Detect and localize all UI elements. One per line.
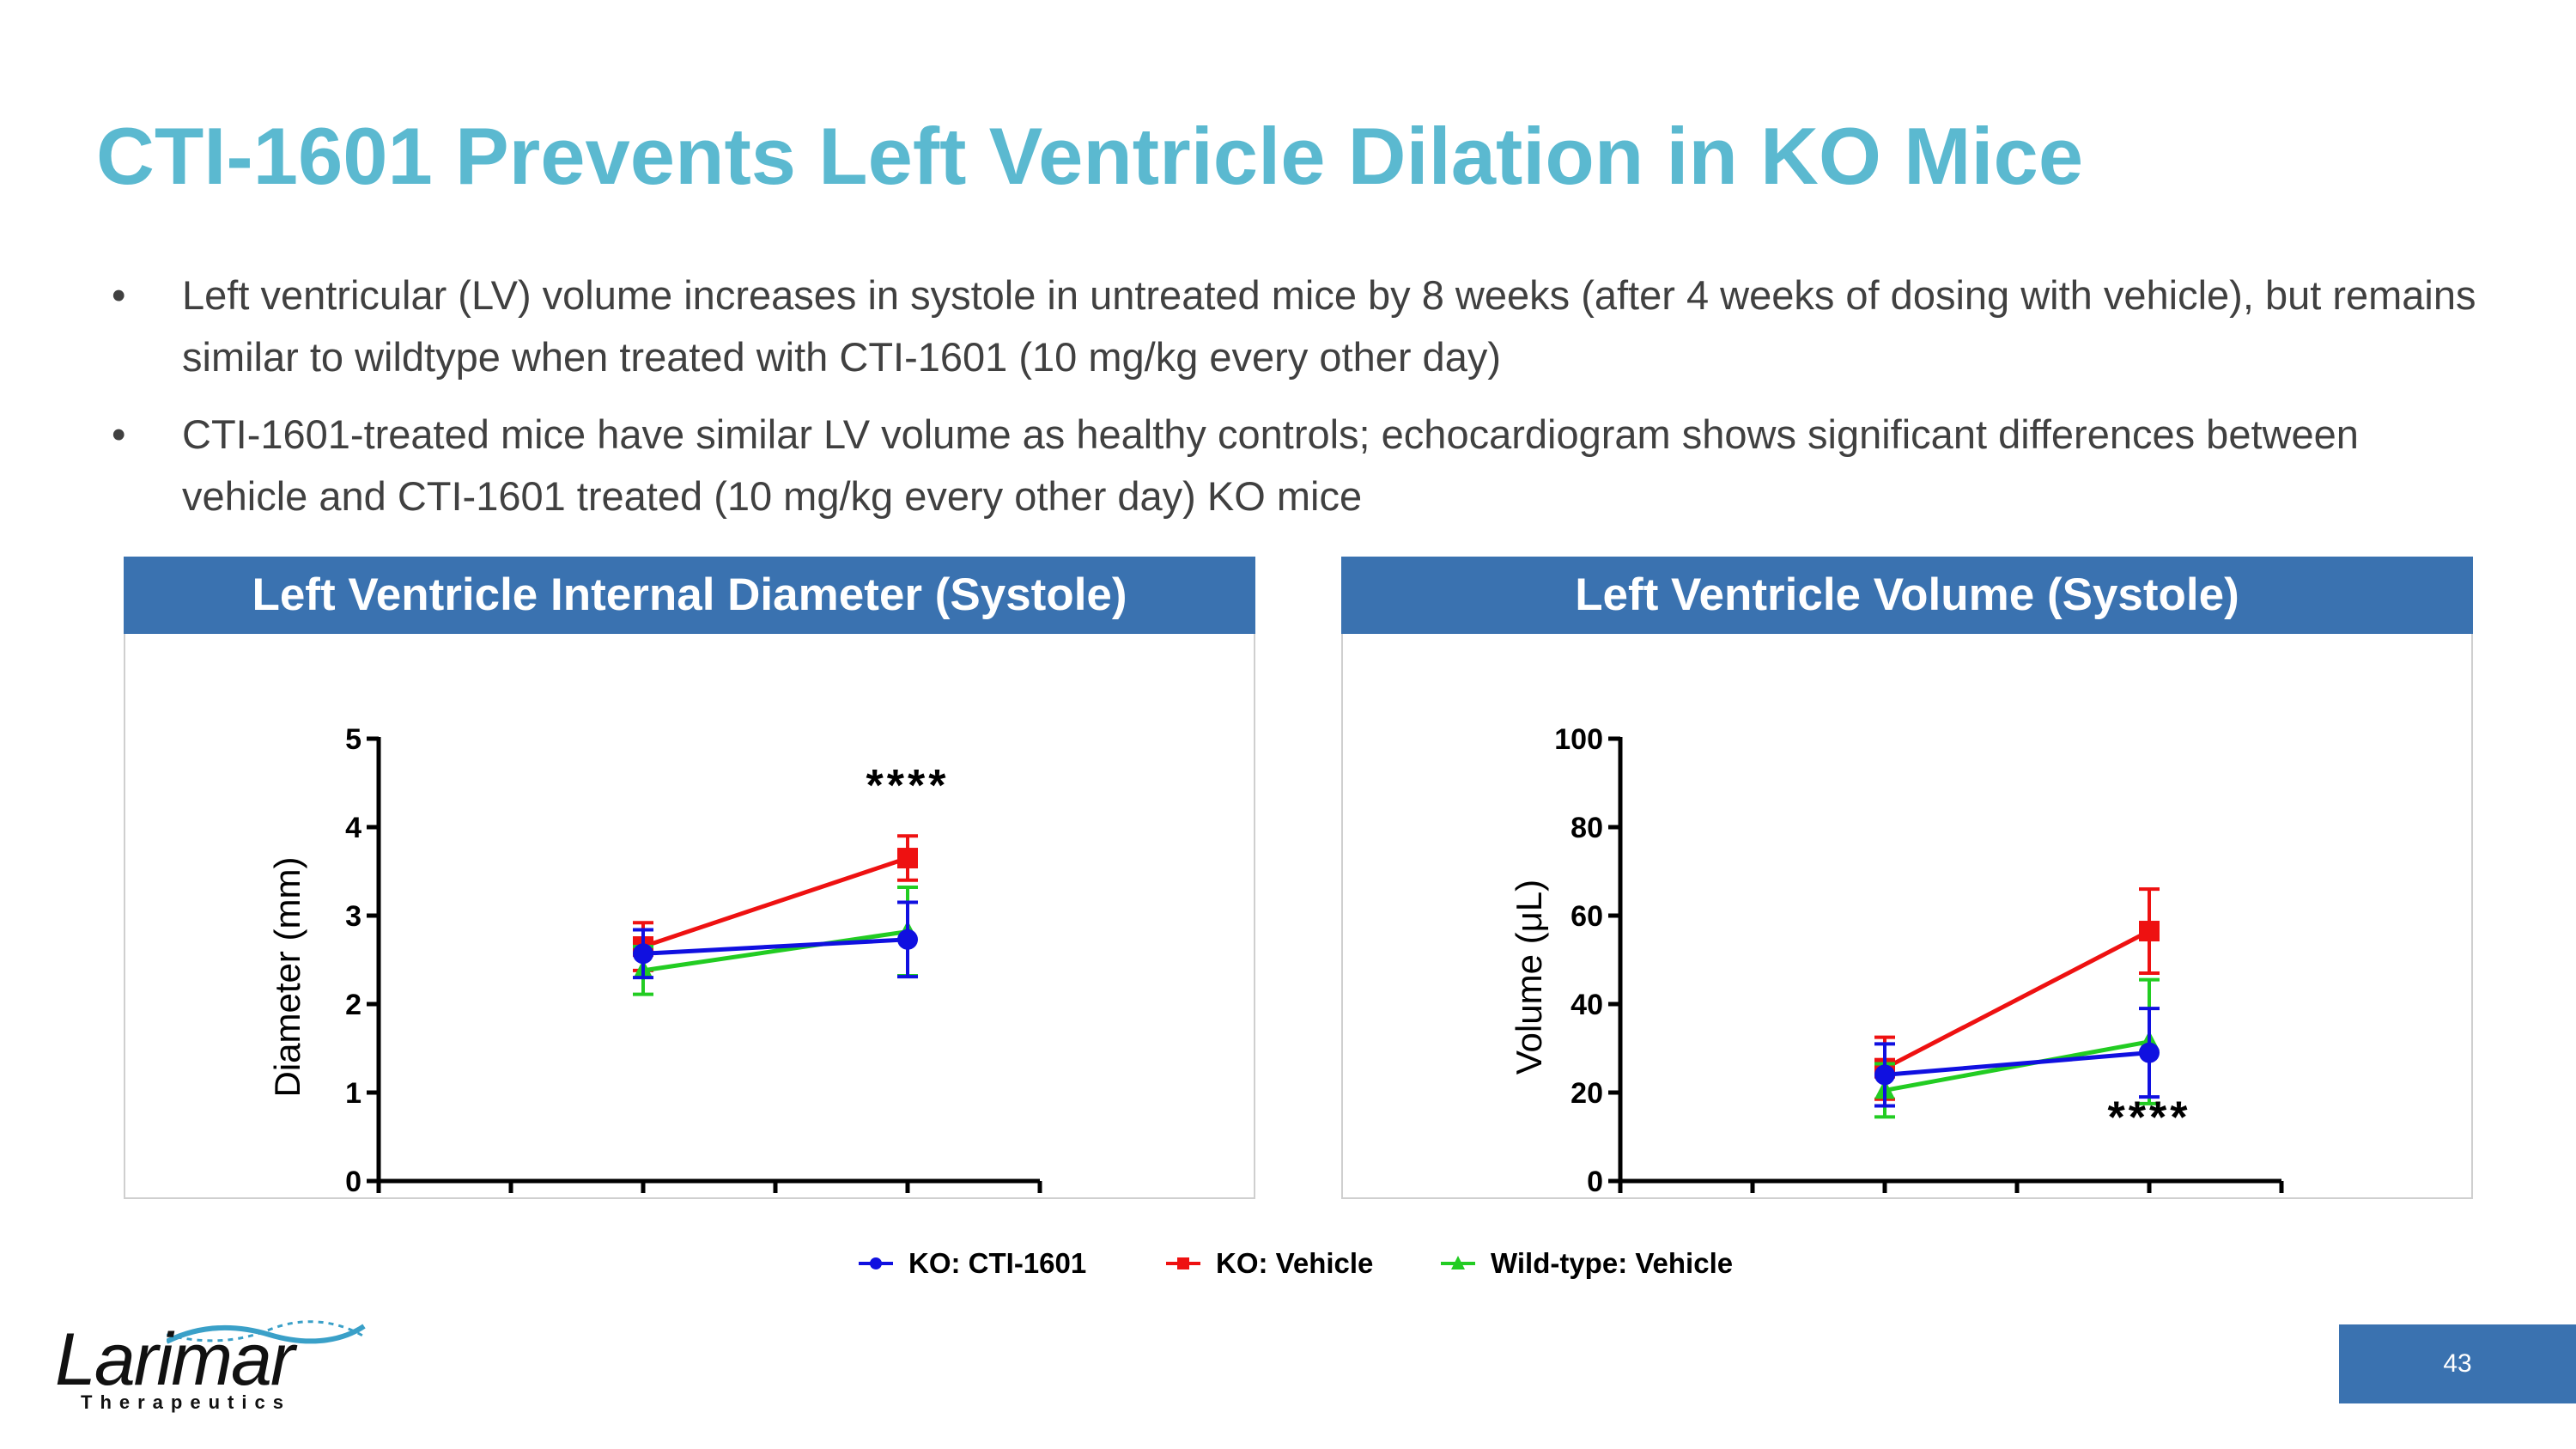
x-tick-label: 4 [635,1200,652,1201]
x-tick-label: 0 [371,1200,387,1201]
x-tick-label: 10 [2265,1200,2298,1201]
circle-marker-icon [859,1257,893,1269]
x-tick-label: 2 [1745,1200,1761,1201]
data-point-circle [2139,1042,2160,1063]
y-axis-label: Volume (μL) [1509,880,1549,1075]
chart-panel-volume: Left Ventricle Volume (Systole) 02468100… [1341,557,2473,1209]
x-tick-label: 10 [1024,1200,1056,1201]
volume-chart: 0246810020406080100Age in WeeksVolume (μ… [1509,723,2298,1201]
logo-subtitle: Therapeutics [81,1391,291,1413]
bullet-item: • CTI-1601-treated mice have similar LV … [103,404,2490,527]
slide-title: CTI-1601 Prevents Left Ventricle Dilatio… [96,111,2084,201]
diameter-chart: 0246810012345Age in WeeksDiameter (mm)**… [267,723,1056,1201]
y-tick-label: 0 [1587,1166,1603,1198]
x-tick-label: 2 [503,1200,519,1201]
square-marker-icon [1166,1257,1200,1269]
triangle-marker-icon [1441,1256,1475,1269]
bullet-item: • Left ventricular (LV) volume increases… [103,265,2490,388]
x-tick-label: 0 [1613,1200,1629,1201]
legend-item-ko-vehicle: KO: Vehicle [1166,1247,1373,1280]
chart-title: Left Ventricle Volume (Systole) [1341,557,2473,634]
bullet-text: CTI-1601-treated mice have similar LV vo… [182,411,2359,519]
y-tick-label: 100 [1554,723,1603,756]
significance-annotation: **** [2108,1093,2191,1142]
legend-label: Wild-type: Vehicle [1491,1247,1734,1279]
x-tick-label: 4 [1877,1200,1893,1201]
page-number: 43 [2339,1324,2576,1403]
chart-frame [124,634,1255,1199]
x-tick-label: 6 [2009,1200,2026,1201]
y-tick-label: 40 [1571,989,1603,1021]
logo-wordmark: Larimar [55,1318,295,1401]
x-tick-label: 8 [2142,1200,2158,1201]
y-axis-label: Diameter (mm) [267,857,307,1098]
legend-item-ko-cti: KO: CTI-1601 [859,1247,1086,1280]
series-line [642,855,908,949]
chart-title: Left Ventricle Internal Diameter (Systol… [124,557,1255,634]
series-line [1883,928,2151,1070]
y-tick-label: 80 [1571,812,1603,844]
significance-annotation: **** [866,761,950,811]
data-point-circle [633,943,653,965]
data-point-square [897,848,918,869]
series-line [1884,1050,2150,1077]
y-tick-label: 0 [345,1166,361,1198]
legend-label: KO: Vehicle [1216,1247,1374,1279]
series-line [1884,1039,2150,1093]
data-point-circle [897,928,918,950]
chart-panel-diameter: Left Ventricle Internal Diameter (Systol… [124,557,1255,1209]
logo-helix-icon [167,1320,366,1344]
x-tick-label: 6 [768,1200,784,1201]
bullet-list: • Left ventricular (LV) volume increases… [103,265,2490,543]
legend-label: KO: CTI-1601 [908,1247,1087,1279]
y-tick-label: 1 [345,1077,361,1110]
legend-item-wildtype: Wild-type: Vehicle [1441,1247,1733,1280]
data-point-circle [1874,1064,1895,1086]
y-tick-label: 3 [345,900,361,933]
y-tick-label: 4 [345,812,361,844]
y-tick-label: 5 [345,723,361,756]
x-tick-label: 8 [900,1200,916,1201]
company-logo: Larimar Therapeutics [55,1318,366,1413]
y-tick-label: 2 [345,989,361,1021]
series-line [642,937,908,956]
bullet-symbol: • [112,411,126,457]
series-line [642,929,908,973]
y-tick-label: 20 [1571,1077,1603,1110]
bullet-text: Left ventricular (LV) volume increases i… [182,272,2476,380]
y-tick-label: 60 [1571,900,1603,933]
chart-frame [1341,634,2473,1199]
bullet-symbol: • [112,272,126,318]
data-point-square [2139,921,2160,942]
